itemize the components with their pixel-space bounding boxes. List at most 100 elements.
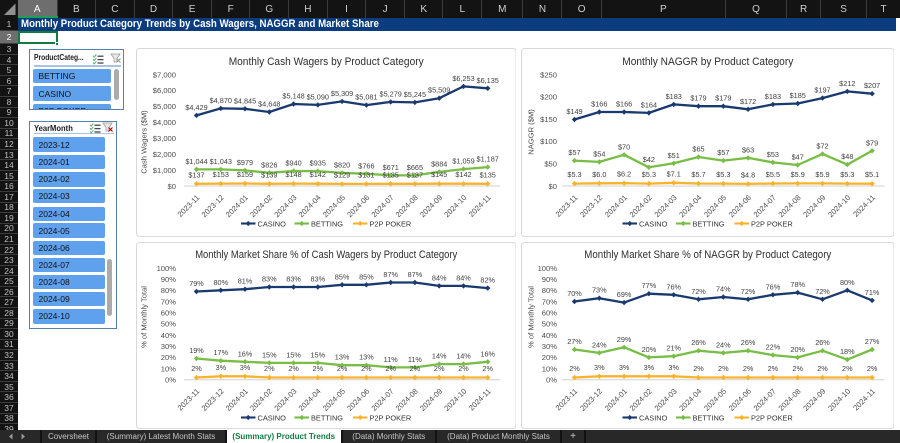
svg-text:2%: 2%: [569, 364, 580, 373]
svg-text:P2P POKER: P2P POKER: [369, 413, 411, 422]
svg-text:74%: 74%: [715, 284, 730, 293]
svg-text:$137: $137: [188, 170, 204, 179]
svg-text:$4,000: $4,000: [152, 118, 175, 127]
svg-text:83%: 83%: [286, 274, 301, 283]
svg-text:$766: $766: [358, 161, 374, 170]
svg-text:$53: $53: [766, 150, 778, 159]
svg-text:$65: $65: [692, 145, 704, 154]
svg-text:$6.2: $6.2: [616, 170, 630, 179]
svg-text:$54: $54: [593, 149, 605, 158]
svg-text:14%: 14%: [456, 351, 471, 360]
svg-text:$145: $145: [431, 170, 447, 179]
svg-text:$153: $153: [212, 170, 228, 179]
svg-text:29%: 29%: [616, 334, 631, 343]
svg-text:$212: $212: [839, 79, 855, 88]
svg-text:% of Monthly Total: % of Monthly Total: [139, 285, 148, 347]
svg-text:20%: 20%: [641, 344, 656, 353]
svg-text:$47: $47: [791, 153, 803, 162]
svg-text:80%: 80%: [160, 286, 175, 295]
svg-text:80%: 80%: [213, 277, 228, 286]
svg-text:10%: 10%: [160, 364, 175, 373]
svg-text:CASINO: CASINO: [257, 413, 286, 422]
svg-text:79%: 79%: [189, 279, 204, 288]
svg-text:$5.9: $5.9: [815, 170, 829, 179]
svg-text:$70: $70: [618, 142, 630, 151]
svg-text:40%: 40%: [541, 330, 556, 339]
svg-text:$200: $200: [540, 93, 557, 102]
svg-text:2%: 2%: [336, 364, 347, 373]
svg-text:$5.3: $5.3: [641, 170, 655, 179]
svg-text:$183: $183: [764, 92, 780, 101]
svg-text:15%: 15%: [286, 350, 301, 359]
svg-text:$166: $166: [591, 100, 607, 109]
svg-text:72%: 72%: [815, 286, 830, 295]
svg-text:13%: 13%: [334, 352, 349, 361]
svg-text:2%: 2%: [742, 364, 753, 373]
svg-text:3%: 3%: [618, 362, 629, 371]
svg-text:2%: 2%: [433, 364, 444, 373]
svg-text:24%: 24%: [715, 340, 730, 349]
svg-text:$1,059: $1,059: [452, 157, 474, 166]
svg-text:2%: 2%: [361, 364, 372, 373]
svg-text:$57: $57: [568, 148, 580, 157]
svg-text:2%: 2%: [288, 364, 299, 373]
svg-text:$5.3: $5.3: [716, 170, 730, 179]
svg-text:$3,000: $3,000: [152, 134, 175, 143]
svg-text:2%: 2%: [767, 364, 778, 373]
svg-text:$5.1: $5.1: [864, 170, 878, 179]
svg-text:72%: 72%: [691, 286, 706, 295]
svg-text:20%: 20%: [790, 344, 805, 353]
svg-text:$179: $179: [715, 94, 731, 103]
svg-text:50%: 50%: [160, 319, 175, 328]
svg-text:$5.5: $5.5: [765, 170, 779, 179]
svg-text:20%: 20%: [541, 353, 556, 362]
svg-text:$5.7: $5.7: [691, 170, 705, 179]
svg-text:$137: $137: [406, 170, 422, 179]
svg-text:$5,309: $5,309: [330, 89, 352, 98]
svg-text:3%: 3%: [668, 362, 679, 371]
svg-text:$164: $164: [640, 100, 656, 109]
svg-text:$5.9: $5.9: [790, 170, 804, 179]
svg-text:P2P POKER: P2P POKER: [751, 413, 793, 422]
svg-text:Monthly Cash Wagers by Product: Monthly Cash Wagers by Product Category: [228, 56, 424, 68]
svg-text:2%: 2%: [792, 364, 803, 373]
svg-text:$4,648: $4,648: [258, 100, 280, 109]
svg-text:$5,081: $5,081: [355, 93, 377, 102]
svg-text:3%: 3%: [215, 362, 226, 371]
svg-text:BETTING: BETTING: [311, 219, 343, 228]
svg-text:$6,253: $6,253: [452, 74, 474, 83]
svg-text:90%: 90%: [541, 275, 556, 284]
svg-text:$5,090: $5,090: [306, 92, 328, 101]
svg-text:$884: $884: [431, 159, 447, 168]
svg-text:87%: 87%: [407, 270, 422, 279]
svg-text:$6,000: $6,000: [152, 86, 175, 95]
svg-text:3%: 3%: [594, 362, 605, 371]
svg-text:2%: 2%: [312, 364, 323, 373]
svg-text:$7,000: $7,000: [152, 70, 175, 79]
svg-text:$6,135: $6,135: [476, 76, 498, 85]
svg-text:26%: 26%: [740, 338, 755, 347]
svg-text:19%: 19%: [189, 346, 204, 355]
svg-text:$1,043: $1,043: [209, 157, 231, 166]
svg-text:$79: $79: [866, 138, 878, 147]
svg-text:$4,429: $4,429: [185, 103, 207, 112]
svg-text:$1,044: $1,044: [185, 157, 207, 166]
svg-text:$2,000: $2,000: [152, 150, 175, 159]
svg-text:81%: 81%: [237, 276, 252, 285]
svg-text:21%: 21%: [666, 343, 681, 352]
svg-text:$5,148: $5,148: [282, 92, 304, 101]
svg-text:0%: 0%: [165, 375, 176, 384]
svg-text:69%: 69%: [616, 290, 631, 299]
svg-text:$72: $72: [816, 141, 828, 150]
svg-text:$131: $131: [358, 170, 374, 179]
svg-text:$51: $51: [667, 151, 679, 160]
svg-text:73%: 73%: [591, 285, 606, 294]
svg-text:BETTING: BETTING: [311, 413, 343, 422]
svg-text:90%: 90%: [160, 275, 175, 284]
svg-text:$159: $159: [236, 170, 252, 179]
svg-text:11%: 11%: [407, 354, 422, 363]
svg-text:$5,509: $5,509: [428, 86, 450, 95]
svg-text:2%: 2%: [264, 364, 275, 373]
svg-text:$5,000: $5,000: [152, 102, 175, 111]
svg-text:$135: $135: [479, 170, 495, 179]
